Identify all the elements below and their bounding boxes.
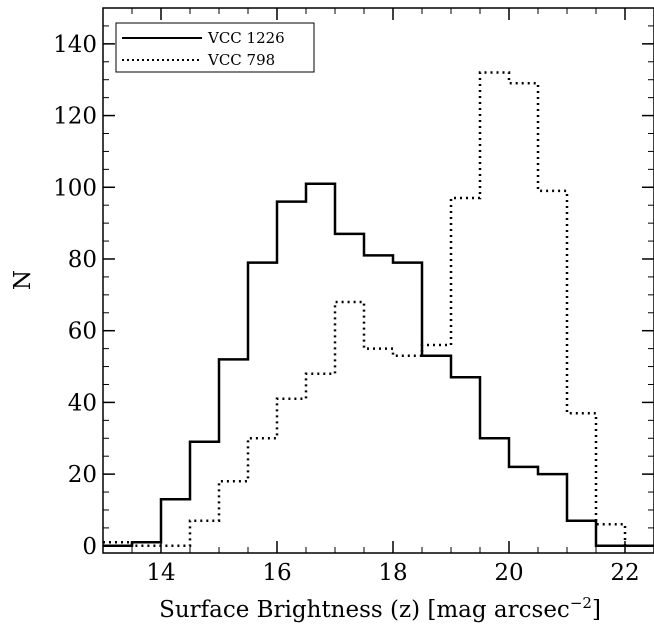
x-axis-label-bracket: ] [592, 597, 601, 623]
series-line-vcc-798 [103, 71, 654, 548]
series-layer [103, 71, 654, 548]
plot-area: 14 16 18 20 22 0 20 40 60 80 100 120 140 [53, 7, 654, 586]
x-axis-label-main: Surface Brightness (z) [mag arcsec [159, 597, 570, 623]
legend: VCC 1226 VCC 798 [115, 22, 315, 73]
y-tick-label: 80 [68, 247, 97, 273]
y-tick-label: 60 [68, 319, 97, 345]
y-tick-label: 120 [53, 104, 97, 130]
axis-ticks [102, 7, 654, 553]
y-tick-label: 140 [53, 32, 97, 58]
y-axis-label: N [10, 270, 36, 290]
y-tick-label: 100 [53, 175, 97, 201]
plot-frame [102, 7, 654, 554]
x-axis-label: Surface Brightness (z) [mag arcsec−2] [159, 594, 601, 623]
y-tick-label: 40 [68, 390, 97, 416]
x-axis-label-superscript: −2 [570, 594, 592, 612]
legend-label-vcc-798: VCC 798 [207, 51, 275, 69]
x-tick-label: 20 [494, 560, 523, 586]
legend-label-vcc-1226: VCC 1226 [207, 29, 285, 47]
axis-tick-labels: 14 16 18 20 22 0 20 40 60 80 100 120 140 [53, 32, 640, 586]
x-tick-label: 18 [378, 560, 407, 586]
y-tick-label: 0 [82, 534, 97, 560]
x-tick-label: 14 [146, 560, 175, 586]
legend-box [115, 22, 315, 73]
series-line-vcc-1226 [103, 182, 654, 548]
x-tick-label: 22 [610, 560, 639, 586]
x-tick-label: 16 [262, 560, 291, 586]
y-tick-label: 20 [68, 462, 97, 488]
